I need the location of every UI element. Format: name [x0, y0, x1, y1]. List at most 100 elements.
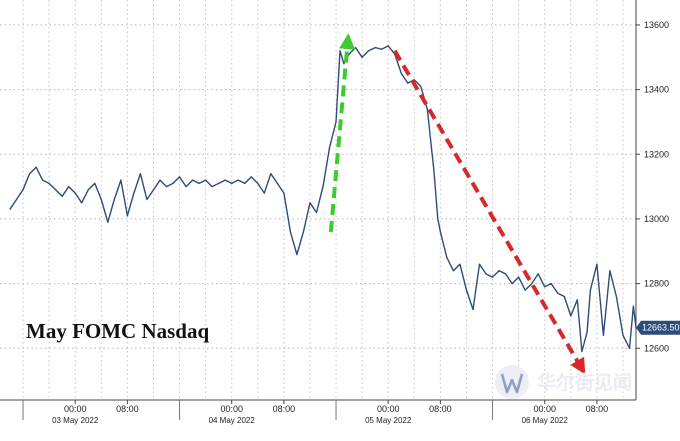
data-point	[237, 179, 239, 181]
x-tick-label: 00:00	[220, 404, 243, 414]
data-point	[615, 295, 618, 298]
watermark: 华尔街见闻	[495, 365, 632, 399]
selloff-arrow	[393, 49, 586, 375]
series-layer	[9, 45, 637, 353]
x-tick-label: 00:00	[64, 404, 87, 414]
data-point	[74, 192, 76, 194]
data-point	[335, 121, 337, 123]
data-point	[165, 186, 168, 188]
chart-title: May FOMC Nasdaq	[26, 319, 209, 343]
data-point	[250, 176, 252, 178]
x-tick-label: 08:00	[429, 404, 452, 414]
data-point	[178, 176, 181, 178]
data-point	[374, 47, 376, 49]
data-point	[505, 273, 507, 275]
data-point	[68, 186, 70, 188]
x-day-label: 03 May 2022	[52, 416, 99, 425]
data-point	[407, 82, 409, 84]
y-tick-label: 12600	[644, 343, 669, 353]
x-day-label: 06 May 2022	[522, 416, 569, 425]
x-tick-label: 08:00	[586, 404, 609, 414]
data-point	[361, 56, 363, 58]
data-point	[159, 179, 161, 181]
x-tick-label: 00:00	[377, 404, 400, 414]
data-point	[322, 186, 324, 188]
x-tick-label: 00:00	[533, 404, 556, 414]
data-point	[537, 273, 539, 275]
y-axis: 12600 12800 13000 13200 13400 13600	[635, 0, 669, 400]
x-day-label: 05 May 2022	[365, 416, 412, 425]
x-axis: 00:00 03 May 2022 08:00 00:00 04 May 2022 08:…	[0, 399, 636, 425]
data-point	[211, 186, 213, 188]
data-point	[61, 195, 63, 197]
data-point	[244, 182, 246, 184]
data-point	[544, 286, 546, 288]
data-point	[22, 189, 24, 191]
data-point	[387, 45, 389, 47]
data-point	[511, 283, 513, 285]
data-point	[531, 283, 533, 285]
data-point	[270, 173, 272, 175]
data-point	[498, 270, 500, 272]
data-point	[632, 305, 635, 307]
data-point	[452, 270, 454, 272]
data-point	[35, 166, 37, 168]
x-tick-label: 08:00	[273, 404, 296, 414]
data-point	[586, 331, 588, 333]
data-point	[602, 334, 605, 336]
data-point	[439, 231, 441, 233]
data-point	[146, 198, 148, 201]
data-point	[113, 198, 115, 201]
data-point	[231, 182, 233, 184]
data-point	[276, 182, 278, 184]
data-point	[339, 50, 341, 52]
data-point	[42, 179, 44, 181]
data-point	[224, 179, 226, 181]
data-point	[15, 198, 18, 201]
data-point	[257, 182, 259, 184]
data-point	[491, 276, 494, 278]
data-point	[126, 215, 128, 217]
data-point	[622, 334, 624, 336]
data-point	[100, 198, 102, 201]
rally-arrow	[328, 33, 356, 233]
data-point	[426, 108, 428, 110]
data-point	[596, 263, 598, 265]
data-point	[283, 192, 285, 194]
data-point	[576, 299, 578, 301]
data-point	[368, 50, 370, 52]
data-point	[302, 231, 304, 233]
data-point	[628, 347, 631, 349]
data-point	[570, 315, 572, 317]
data-point	[348, 53, 350, 55]
data-point	[87, 189, 89, 191]
x-tick-label: 08:00	[116, 404, 139, 414]
data-point	[485, 273, 487, 275]
data-point	[29, 173, 31, 175]
data-point	[296, 253, 298, 256]
data-point	[94, 182, 96, 184]
data-point	[139, 173, 141, 175]
data-point	[581, 350, 583, 353]
y-tick-label: 13600	[644, 20, 669, 30]
logo-w-glyph	[500, 373, 524, 394]
data-point	[192, 179, 194, 181]
y-tick-label: 13400	[644, 85, 669, 95]
grid	[0, 0, 636, 400]
y-tick-label: 13200	[644, 149, 669, 159]
data-point	[205, 179, 207, 181]
data-point	[343, 63, 345, 65]
data-point	[433, 169, 435, 171]
data-point	[289, 231, 291, 233]
last-value-badge	[636, 320, 680, 335]
y-tick-label: 12800	[644, 279, 669, 289]
data-point	[172, 182, 174, 184]
y-tick-label: 13000	[644, 214, 669, 224]
data-point	[459, 263, 461, 265]
data-point	[355, 47, 357, 49]
data-point	[185, 186, 187, 188]
data-point	[107, 221, 109, 223]
data-point	[152, 189, 155, 191]
data-point	[198, 182, 200, 184]
